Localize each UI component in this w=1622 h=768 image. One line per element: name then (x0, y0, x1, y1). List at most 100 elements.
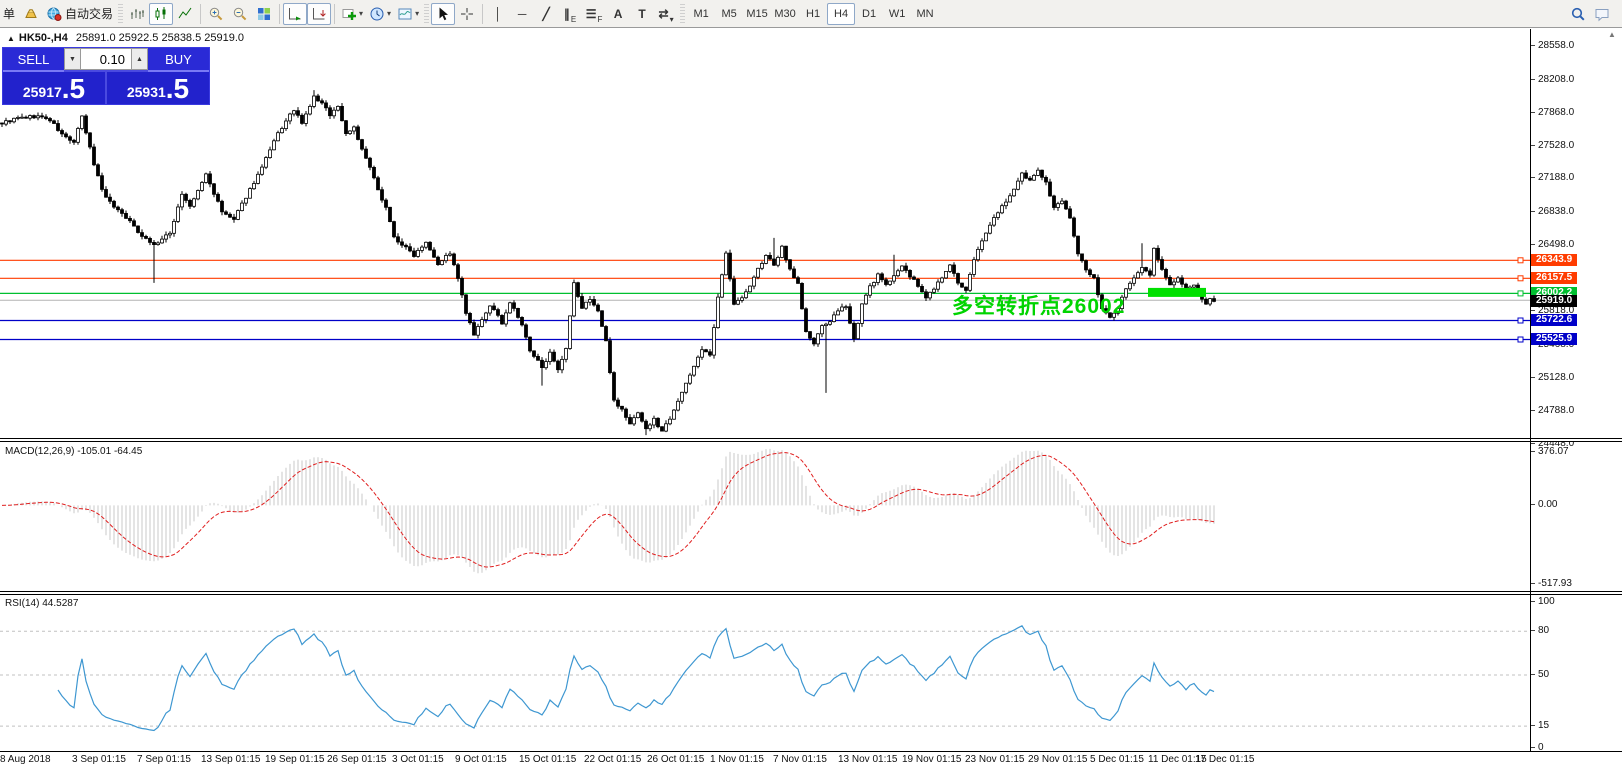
macd-panel[interactable] (0, 443, 1530, 591)
time-label: 3 Sep 01:15 (72, 754, 126, 765)
macd-indicator-label: MACD(12,26,9) -105.01 -64.45 (5, 446, 143, 457)
window-icon: ▲ (7, 34, 15, 43)
time-axis-border (0, 751, 1622, 752)
price-tick: 25818.0 (1531, 305, 1574, 316)
price-tick: 27868.0 (1531, 107, 1574, 118)
timeframe-d1-button[interactable]: D1 (862, 7, 877, 20)
gold-icon[interactable] (19, 3, 43, 25)
chat-icon[interactable] (1590, 3, 1614, 25)
buy-price[interactable]: 25931.5 (107, 72, 209, 104)
macd-chart (1, 448, 1215, 574)
text-label-tool[interactable]: T (638, 6, 646, 21)
horizontal-line-tool[interactable]: ─ (517, 6, 527, 21)
time-label: 17 Dec 01:15 (1195, 754, 1255, 765)
periods-button[interactable]: ▾ (366, 3, 394, 25)
time-label: 26 Oct 01:15 (647, 754, 705, 765)
templates-button[interactable]: ▾ (394, 3, 422, 25)
buy-price-main: 25931 (126, 84, 166, 100)
time-label: 15 Oct 01:15 (519, 754, 577, 765)
buy-price-big: .5 (165, 73, 190, 104)
zoom-in-button[interactable] (204, 3, 228, 25)
sell-button[interactable]: SELL (3, 48, 64, 72)
time-label: 8 Aug 2018 (0, 754, 51, 765)
time-label: 29 Nov 01:15 (1028, 754, 1088, 765)
cursor-button[interactable] (431, 2, 456, 25)
price-tick: 25128.0 (1531, 372, 1574, 383)
time-label: 11 Dec 01:15 (1148, 754, 1207, 765)
bid-price-label: 25919.0 (1531, 295, 1578, 307)
time-label: 19 Nov 01:15 (902, 754, 962, 765)
tile-windows-button[interactable] (252, 3, 276, 25)
timeframe-h4-button[interactable]: H4 (827, 2, 856, 25)
level-price-label: 26157.5 (1531, 272, 1578, 284)
chart-shift-button[interactable] (307, 2, 332, 25)
price-tick: 24448.0 (1531, 438, 1574, 449)
equidistant-channel-tool[interactable]: ∥ E (563, 6, 577, 24)
time-label: 7 Sep 01:15 (137, 754, 191, 765)
price-tick: 26498.0 (1531, 239, 1574, 250)
timeframe-m15-button[interactable]: M15 (746, 7, 768, 20)
ohlc-values: 25891.0 25922.5 25838.5 25919.0 (75, 32, 245, 44)
trend-line-tool[interactable]: ╱ (542, 6, 550, 21)
panel-splitter[interactable] (0, 438, 1622, 442)
volume-down-button[interactable]: ▼ (64, 48, 81, 70)
level-price-label: 25722.6 (1531, 314, 1578, 326)
panel-splitter[interactable] (0, 591, 1622, 595)
zoom-out-button[interactable] (228, 3, 252, 25)
time-axis[interactable]: 8 Aug 2018 3 Sep 01:15 7 Sep 01:15 13 Sep 0… (0, 753, 1530, 768)
toolbar: 单自动交易 ▾ ▾ ▾ │ ─ ╱ ∥ E ☰ F A T ⇄ ▾ M1 M5 M15 M30 H1 H4 D1 W1 MN (0, 0, 1622, 28)
time-label: 13 Sep 01:15 (201, 754, 261, 765)
volume-input[interactable]: 0.10 (81, 48, 131, 70)
rsi-tick: 100 (1531, 596, 1555, 607)
one-click-trading-panel: SELL ▼ 0.10 ▲ BUY 25917.5 25931.5 (2, 47, 210, 105)
sell-price-main: 25917 (22, 84, 62, 100)
crosshair-button[interactable] (455, 3, 479, 25)
time-label: 1 Nov 01:15 (710, 754, 764, 765)
fibonacci-tool[interactable]: ☰ F (585, 6, 603, 24)
time-label: 19 Sep 01:15 (265, 754, 325, 765)
timeframe-w1-button[interactable]: W1 (888, 7, 906, 20)
bar-chart-button[interactable] (125, 3, 149, 25)
toolbar-grip (680, 3, 686, 24)
buy-button[interactable]: BUY (148, 48, 209, 72)
candlestick-button[interactable] (149, 2, 174, 25)
price-tick: 27188.0 (1531, 172, 1574, 183)
timeframe-mn-button[interactable]: MN (916, 7, 934, 20)
toolbar-separator (334, 3, 336, 24)
vertical-line-tool[interactable]: │ (494, 6, 502, 21)
main-chart-plot[interactable] (0, 29, 1530, 437)
level-price-label: 25525.9 (1531, 333, 1578, 345)
price-tick: 24788.0 (1531, 405, 1574, 416)
price-tick: 26838.0 (1531, 206, 1574, 217)
arrows-tool[interactable]: ⇄ ▾ (658, 6, 674, 24)
price-tick: 28558.0 (1531, 40, 1574, 51)
indicators-button[interactable]: ▾ (338, 3, 366, 25)
price-tick: 28208.0 (1531, 74, 1574, 85)
time-label: 9 Oct 01:15 (455, 754, 507, 765)
timeframe-m5-button[interactable]: M5 (721, 7, 737, 20)
chart-title: ▲ HK50-,H4 25891.0 25922.5 25838.5 25919.0 (7, 32, 244, 44)
line-chart-button[interactable] (173, 3, 197, 25)
candlestick-chart[interactable] (0, 29, 1530, 437)
price-axis[interactable]: 28558.0 28208.0 27868.0 27528.0 27188.0 26838… (1531, 0, 1622, 752)
time-label: 23 Nov 01:15 (965, 754, 1025, 765)
time-label: 26 Sep 01:15 (327, 754, 387, 765)
sell-price[interactable]: 25917.5 (3, 72, 105, 104)
timeframe-h1-button[interactable]: H1 (806, 7, 821, 20)
volume-up-button[interactable]: ▲ (131, 48, 148, 70)
timeframe-m30-button[interactable]: M30 (774, 7, 796, 20)
scroll-up-arrow[interactable]: ▲ (1608, 30, 1616, 39)
symbol-label: HK50-,H4 (18, 32, 68, 44)
autotrading-button[interactable]: 自动交易 (43, 3, 116, 25)
new-order-label[interactable]: 单 (3, 7, 16, 21)
search-icon[interactable] (1566, 3, 1590, 25)
chart-annotation: 多空转折点26002 (952, 295, 1126, 318)
level-price-label: 26343.9 (1531, 254, 1578, 266)
rsi-indicator-label: RSI(14) 44.5287 (5, 598, 79, 609)
toolbar-grip (118, 3, 124, 24)
timeframe-m1-button[interactable]: M1 (693, 7, 709, 20)
auto-scroll-button[interactable] (283, 2, 308, 25)
rsi-panel[interactable] (0, 596, 1530, 751)
text-tool[interactable]: A (613, 6, 623, 21)
